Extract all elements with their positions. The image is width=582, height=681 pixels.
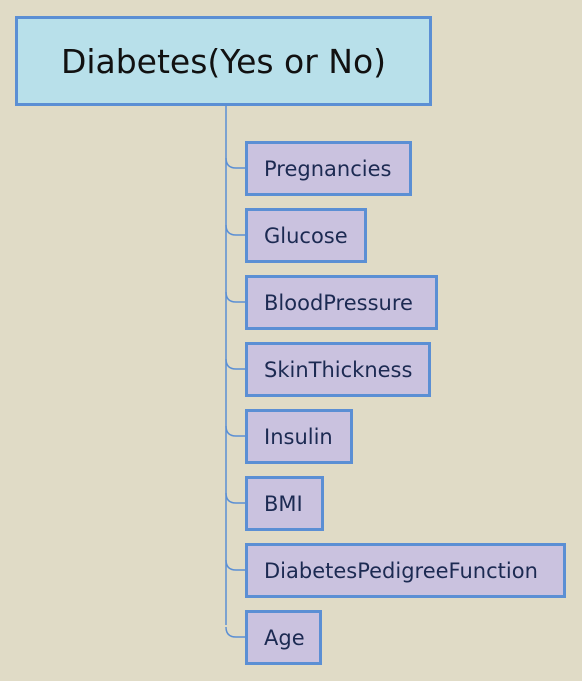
branch-connector	[225, 291, 245, 303]
child-node-pregnancies[interactable]: Pregnancies	[245, 141, 412, 196]
child-node-label: BloodPressure	[264, 290, 413, 315]
child-node-insulin[interactable]: Insulin	[245, 409, 353, 464]
child-node-skinthickness[interactable]: SkinThickness	[245, 342, 431, 397]
branch-connector	[225, 224, 245, 236]
branch-connector	[225, 358, 245, 370]
branch-connector	[225, 559, 245, 571]
branch-connector	[225, 157, 245, 169]
child-node-label: BMI	[264, 491, 303, 516]
child-node-label: Age	[264, 625, 305, 650]
root-node-diabetes[interactable]: Diabetes(Yes or No)	[15, 16, 432, 106]
child-node-diabetespedigreefunction[interactable]: DiabetesPedigreeFunction	[245, 543, 566, 598]
child-node-label: Insulin	[264, 424, 333, 449]
child-node-bmi[interactable]: BMI	[245, 476, 324, 531]
root-node-label: Diabetes(Yes or No)	[60, 41, 387, 81]
branch-connector	[225, 425, 245, 437]
branch-connector	[225, 626, 245, 638]
branch-connector	[225, 492, 245, 504]
child-node-label: Glucose	[264, 223, 348, 248]
child-node-label: SkinThickness	[264, 357, 413, 382]
child-node-age[interactable]: Age	[245, 610, 322, 665]
child-node-label: DiabetesPedigreeFunction	[264, 558, 538, 583]
child-node-label: Pregnancies	[264, 156, 392, 181]
child-node-bloodpressure[interactable]: BloodPressure	[245, 275, 438, 330]
child-node-glucose[interactable]: Glucose	[245, 208, 367, 263]
